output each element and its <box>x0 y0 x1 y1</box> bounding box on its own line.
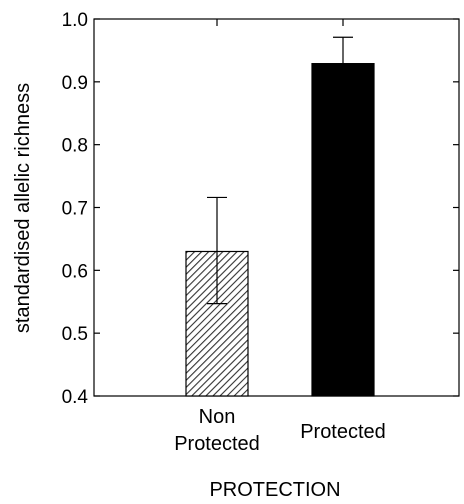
y-tick-label: 1.0 <box>62 10 88 31</box>
bar <box>311 63 375 397</box>
y-tick-label: 0.4 <box>62 387 89 408</box>
y-tick-label: 0.7 <box>62 199 88 220</box>
x-tick-label: Non <box>199 406 236 428</box>
y-tick-label: 0.9 <box>62 73 88 94</box>
x-tick-label: Protected <box>300 421 386 443</box>
y-axis-title: standardised allelic richness <box>12 83 34 333</box>
plot-frame <box>93 18 460 397</box>
x-tick-label: Protected <box>174 433 260 455</box>
x-axis-title: PROTECTION <box>209 479 340 501</box>
plot-area: 0.4 0.5 0.6 0.7 0.8 0.9 1.0 Non Protected Protect… <box>62 10 460 455</box>
y-tick-label: 0.8 <box>62 136 88 157</box>
y-tick-label: 0.5 <box>62 324 88 345</box>
y-tick-label: 0.6 <box>62 261 88 282</box>
